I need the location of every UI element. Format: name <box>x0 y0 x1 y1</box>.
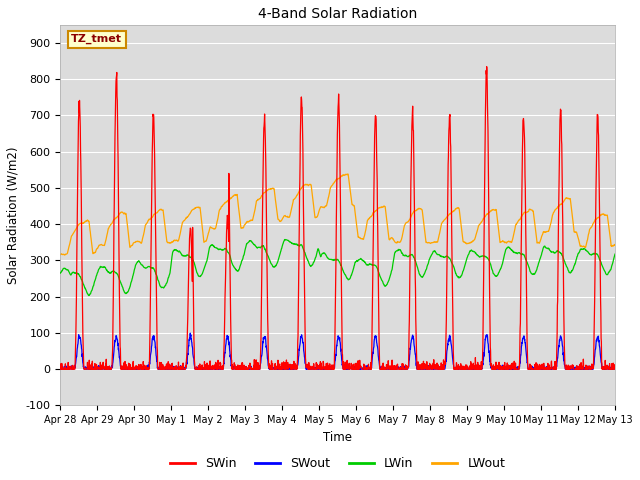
SWin <box>579 363 586 369</box>
Line: LWout: LWout <box>60 174 615 255</box>
LWin <box>367 261 374 267</box>
LWout <box>579 243 586 249</box>
LWout <box>500 239 508 244</box>
LWout <box>355 234 362 240</box>
SWout <box>355 366 362 372</box>
LWin <box>355 257 362 263</box>
LWin <box>563 264 570 270</box>
LWout <box>61 252 68 258</box>
LWin <box>281 237 289 242</box>
SWout <box>186 330 194 336</box>
LWin <box>85 293 93 299</box>
LWout <box>611 242 619 248</box>
Line: LWin: LWin <box>60 240 615 296</box>
SWin <box>483 64 490 70</box>
LWout <box>344 171 352 177</box>
LWin <box>500 256 508 262</box>
SWout <box>367 366 374 372</box>
LWin <box>579 246 586 252</box>
SWout <box>56 366 64 372</box>
Line: SWout: SWout <box>60 333 615 369</box>
Legend: SWin, SWout, LWin, LWout: SWin, SWout, LWin, LWout <box>165 452 510 475</box>
LWout <box>56 252 64 258</box>
LWout <box>563 195 570 201</box>
SWin <box>354 363 362 369</box>
SWin <box>500 366 508 372</box>
Y-axis label: Solar Radiation (W/m2): Solar Radiation (W/m2) <box>7 146 20 284</box>
Line: SWin: SWin <box>60 67 615 369</box>
Title: 4-Band Solar Radiation: 4-Band Solar Radiation <box>258 7 417 21</box>
SWout <box>611 365 619 371</box>
SWout <box>563 364 570 370</box>
LWout <box>367 214 374 220</box>
SWin <box>611 364 619 370</box>
X-axis label: Time: Time <box>323 431 352 444</box>
SWin <box>56 366 64 372</box>
SWout <box>56 366 64 372</box>
LWin <box>611 251 619 257</box>
SWin <box>56 364 64 370</box>
LWout <box>211 226 219 231</box>
SWout <box>500 366 508 372</box>
LWin <box>211 245 219 251</box>
SWin <box>366 366 374 372</box>
SWout <box>212 365 220 371</box>
SWin <box>211 361 219 367</box>
Text: TZ_tmet: TZ_tmet <box>71 34 122 44</box>
SWout <box>579 366 586 372</box>
LWin <box>56 270 64 276</box>
SWin <box>563 364 570 370</box>
